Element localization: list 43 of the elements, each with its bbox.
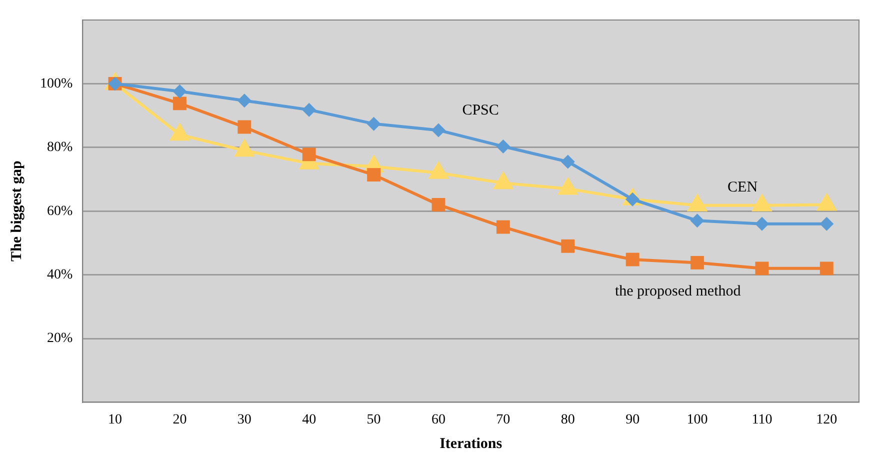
point: [302, 148, 316, 162]
point: [820, 216, 834, 231]
series-label: CPSC: [462, 102, 499, 119]
y-tick-label: 20%: [46, 331, 73, 346]
point: [431, 123, 446, 138]
y-tick-label: 80%: [46, 140, 73, 156]
point: [432, 198, 446, 212]
point: [560, 154, 575, 169]
x-tick-label: 80: [560, 412, 575, 428]
x-tick-label: 60: [431, 412, 446, 428]
y-tick-label: 40%: [46, 267, 73, 282]
point: [690, 214, 704, 228]
point: [367, 168, 381, 182]
point: [496, 139, 510, 154]
x-axis-title: Iterations: [440, 436, 502, 452]
point: [690, 256, 704, 270]
point: [238, 120, 252, 134]
x-tick-label: 90: [626, 412, 640, 428]
point: [755, 262, 769, 276]
y-tick-label: 100%: [40, 76, 73, 92]
x-tick-label: 100: [686, 412, 708, 428]
x-tick-label: 10: [108, 412, 122, 428]
point: [366, 116, 381, 131]
series-label: the proposed method: [614, 284, 742, 300]
point: [237, 94, 252, 108]
x-tick-label: 20: [172, 412, 187, 428]
point: [754, 216, 769, 231]
point: [172, 84, 187, 98]
series-label: CEN: [728, 179, 758, 196]
point: [496, 220, 510, 234]
point: [302, 102, 316, 117]
x-tick-label: 110: [752, 412, 772, 428]
x-tick-label: 30: [237, 412, 252, 428]
y-axis-title: The biggest gap: [8, 160, 25, 262]
x-tick-label: 50: [366, 412, 381, 428]
y-tick-label: 60%: [46, 204, 73, 219]
x-tick-label: 40: [302, 412, 316, 428]
point: [561, 239, 575, 253]
point: [626, 252, 640, 266]
x-tick-label: 120: [816, 412, 838, 428]
x-tick-label: 70: [496, 412, 510, 428]
point: [820, 262, 834, 276]
point: [172, 96, 186, 110]
